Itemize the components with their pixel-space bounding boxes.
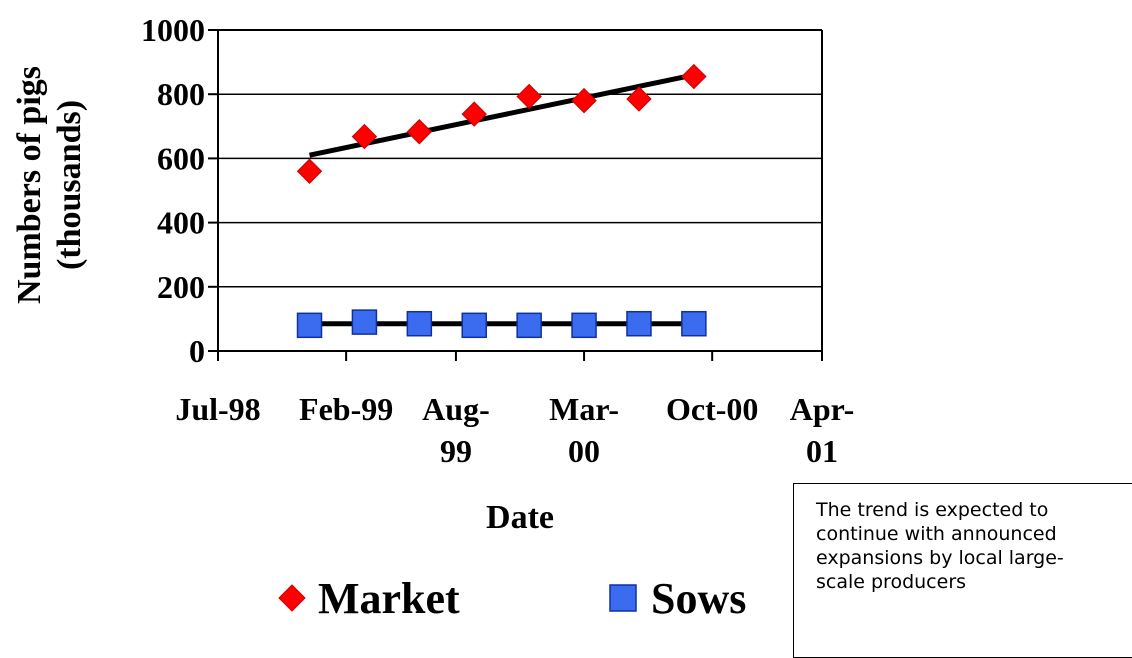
y-tick-label: 1000 bbox=[141, 12, 205, 48]
sows-point bbox=[516, 312, 542, 339]
x-tick-label: 99 bbox=[440, 433, 472, 469]
sows-point bbox=[406, 310, 433, 337]
legend-market-label: Market bbox=[318, 574, 460, 623]
legend-sows-marker bbox=[609, 584, 637, 612]
y-axis-label-line-1: Numbers of pigs bbox=[11, 66, 48, 304]
legend-sows-label: Sows bbox=[651, 574, 746, 623]
x-tick-label: Apr- bbox=[790, 391, 855, 427]
market-point bbox=[626, 86, 652, 112]
annotation-text: The trend is expected to continue with a… bbox=[816, 499, 1064, 593]
y-tick-label: 200 bbox=[157, 269, 205, 305]
plot-area bbox=[218, 29, 823, 351]
data-markers bbox=[296, 63, 707, 339]
x-tick-label: 00 bbox=[568, 433, 600, 469]
sows-point bbox=[461, 312, 487, 339]
x-tick-label: Oct-00 bbox=[666, 391, 758, 427]
x-tick-label: Jul-98 bbox=[175, 391, 260, 427]
y-axis-label-line-2: (thousands) bbox=[51, 100, 88, 270]
market-point bbox=[516, 83, 542, 110]
market-point bbox=[406, 119, 433, 145]
sows-point bbox=[626, 310, 652, 337]
y-tick-labels: 0 200 400 600 800 1000 bbox=[141, 12, 205, 369]
axes bbox=[208, 29, 823, 361]
x-tick-label: Aug- bbox=[422, 391, 490, 427]
y-tick-label: 800 bbox=[157, 76, 205, 112]
market-point bbox=[296, 158, 323, 184]
trendline-market bbox=[309, 72, 695, 158]
sows-point bbox=[351, 309, 378, 335]
sows-point bbox=[571, 312, 597, 339]
annotation-box: The trend is expected to continue with a… bbox=[793, 483, 1132, 658]
x-tick-label: 01 bbox=[806, 433, 838, 469]
market-point bbox=[681, 63, 707, 90]
legend-market-marker bbox=[278, 584, 306, 612]
grid bbox=[218, 93, 822, 288]
market-point bbox=[461, 101, 487, 127]
sows-point bbox=[296, 312, 323, 339]
y-tick-label: 600 bbox=[157, 140, 205, 176]
market-point bbox=[351, 123, 378, 150]
y-tick-label: 0 bbox=[189, 333, 205, 369]
x-tick-labels: Jul-98 Feb-99 Aug- 99 Mar- 00 Oct-00 Apr- 01 bbox=[175, 391, 854, 469]
y-tick-label: 400 bbox=[157, 205, 205, 241]
sows-point bbox=[681, 310, 707, 337]
x-axis-label: Date bbox=[486, 499, 554, 536]
legend: Market Sows bbox=[278, 574, 746, 623]
x-tick-label: Feb-99 bbox=[299, 391, 393, 427]
x-tick-label: Mar- bbox=[549, 391, 619, 427]
market-point bbox=[571, 87, 597, 114]
